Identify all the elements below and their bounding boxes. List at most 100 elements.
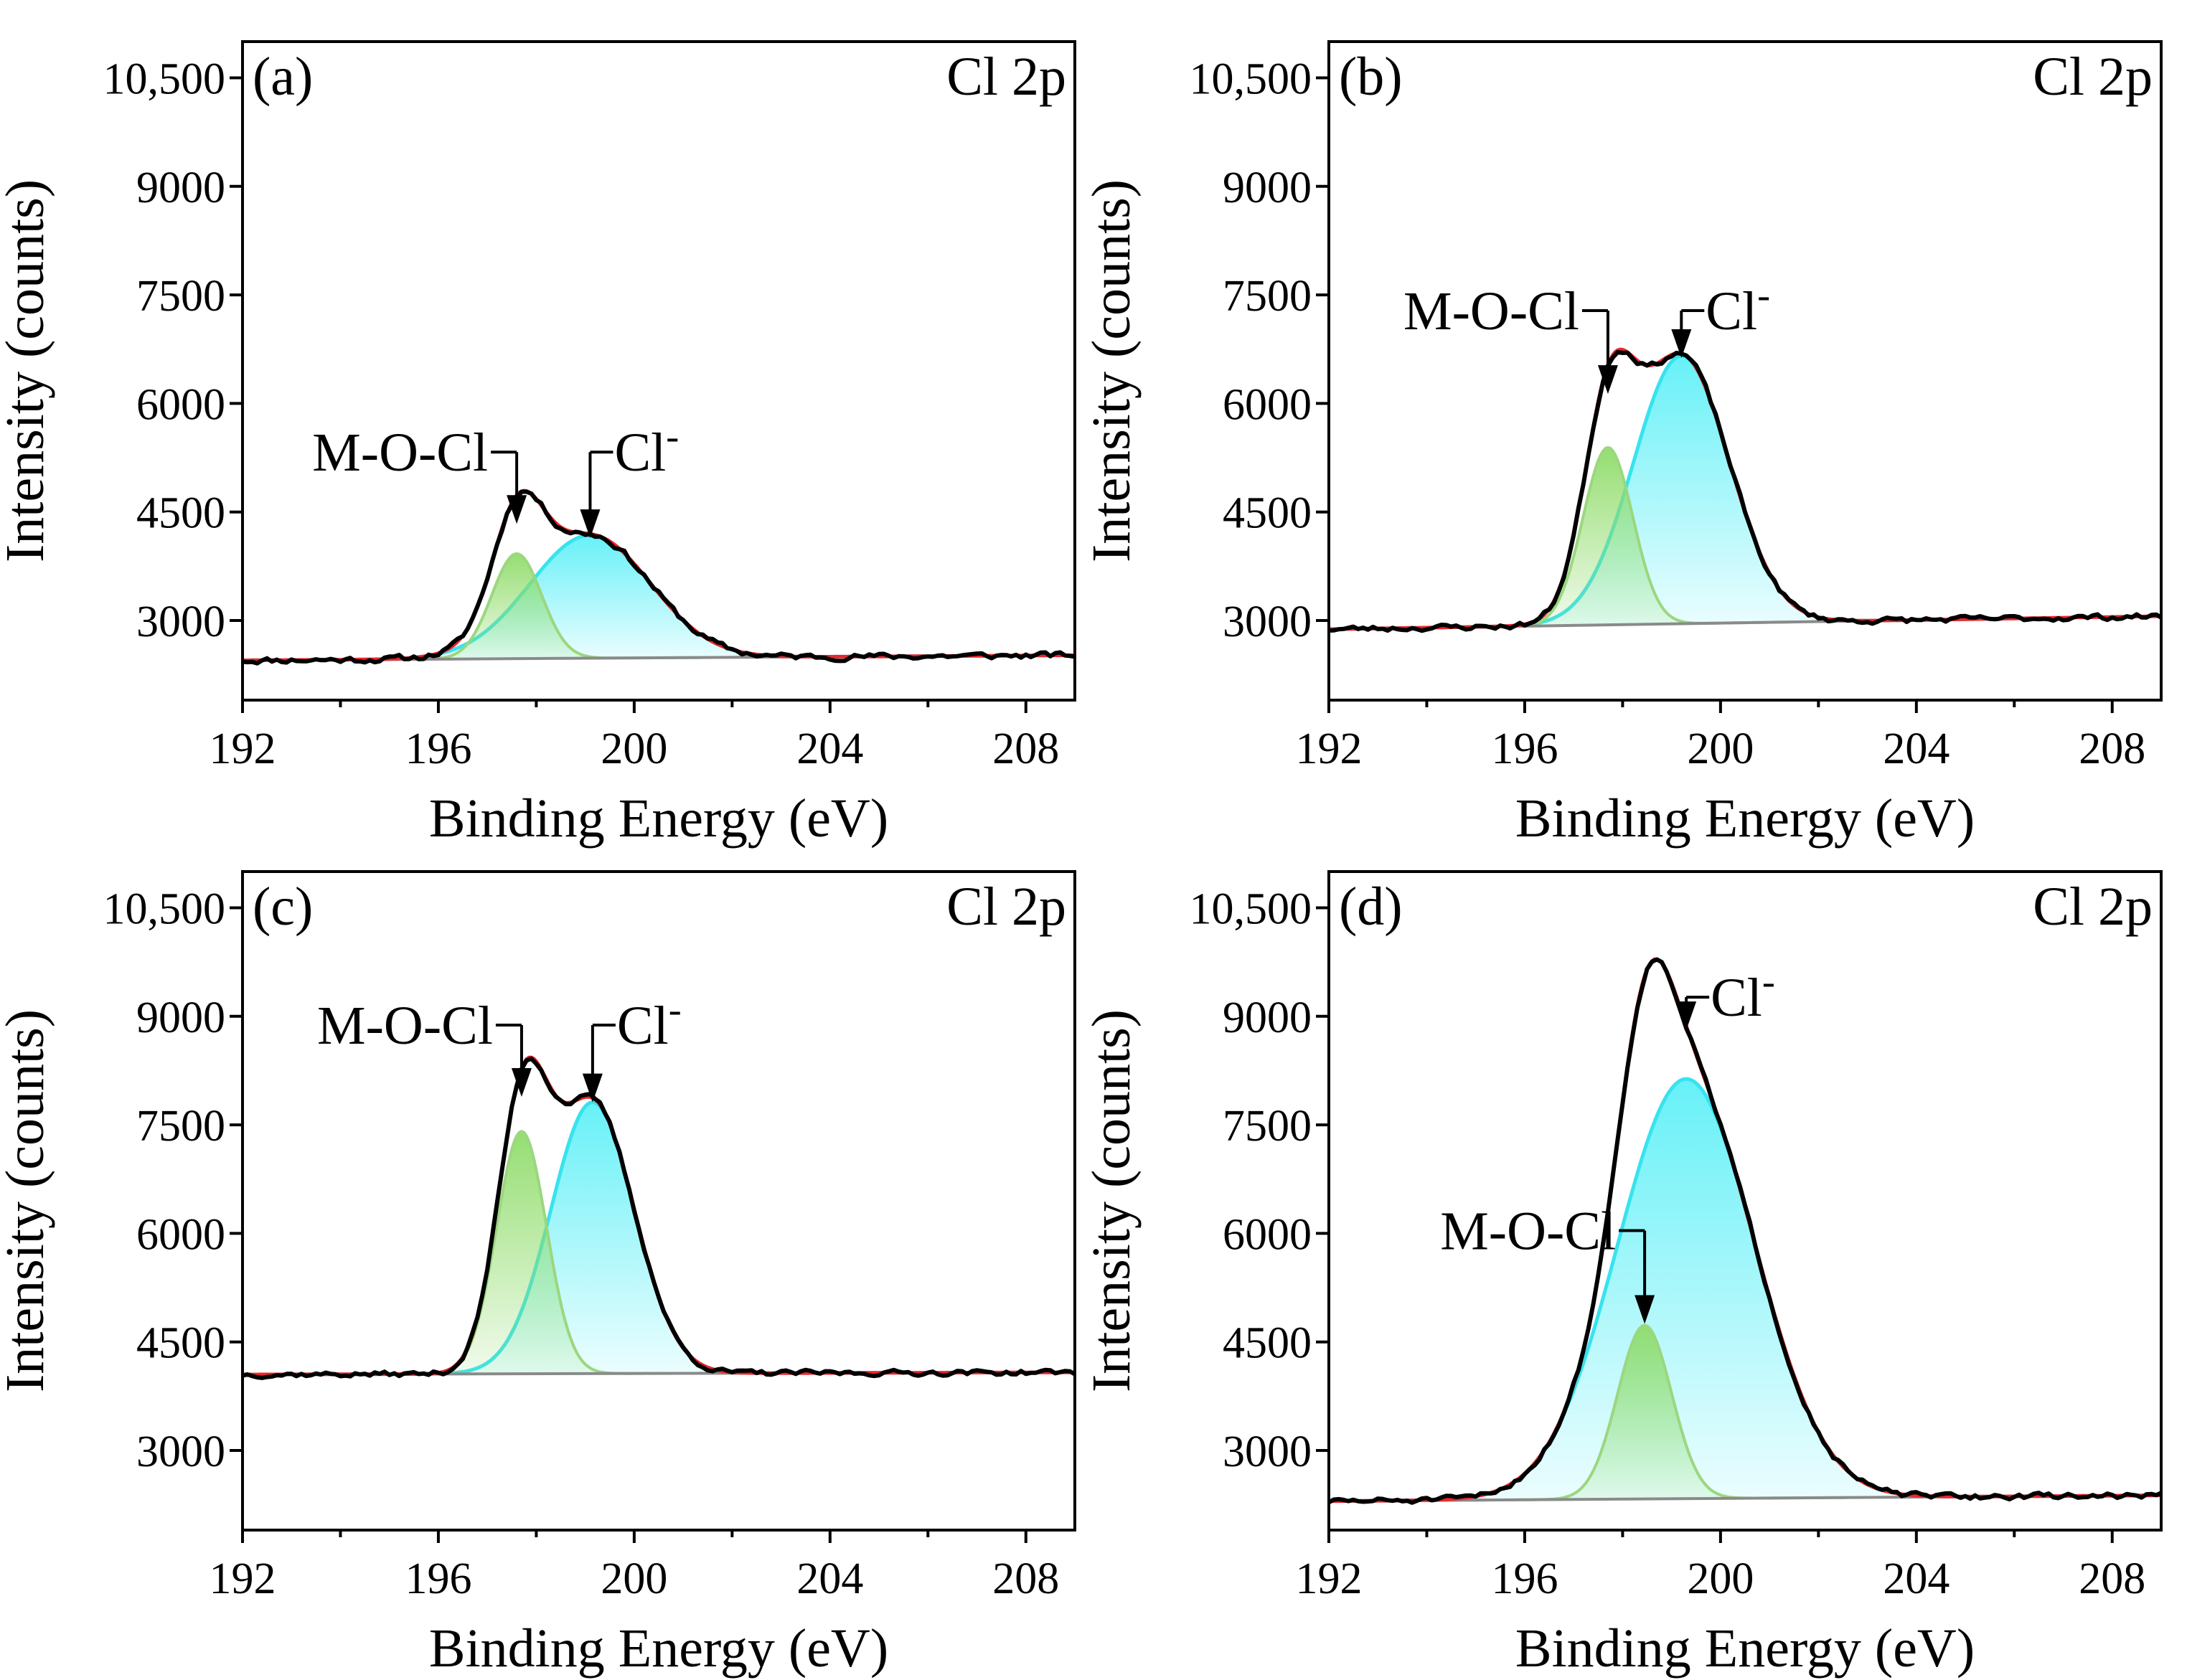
panel-b: 192 196 200 204 208 3000 4500 6000 7500 9000 10,50… [1081, 40, 2163, 849]
experimental-spectrum [243, 1056, 1075, 1380]
y-tick-label: 7500 [136, 272, 225, 321]
y-axis-label: Intensity (counts) [0, 1009, 55, 1392]
y-tick-label: 7500 [1223, 1102, 1312, 1151]
x-tick-label: 208 [992, 725, 1059, 773]
y-axis-label: Intensity (counts) [1081, 179, 1142, 562]
x-axis-label: Binding Energy (eV) [429, 788, 888, 849]
panel-d: 192 196 200 204 208 3000 4500 6000 7500 9000 10,50… [1081, 870, 2163, 1679]
cl-annotation: Cl- [580, 415, 679, 539]
plot-frame [1327, 40, 2163, 702]
x-tick-label: 196 [1491, 725, 1558, 773]
plot-area [243, 1055, 1075, 1380]
y-tick-label: 6000 [1223, 380, 1312, 429]
moc-annotation: M-O-Cl [1403, 281, 1618, 395]
x-tick-label: 200 [1687, 725, 1754, 773]
cl-annotation: Cl- [1676, 960, 1775, 1031]
arrow-icon [1635, 1295, 1655, 1324]
arrow-icon [1597, 365, 1618, 395]
x-tick-label: 192 [1296, 1554, 1363, 1603]
plot-frame [241, 870, 1076, 1532]
y-tick-label: 6000 [136, 380, 225, 429]
x-tick-label: 208 [2079, 1554, 2145, 1603]
annotation-label: Cl- [617, 988, 682, 1056]
annotation-label: M-O-Cl [1440, 1201, 1616, 1261]
y-tick-label: 9000 [1223, 164, 1312, 212]
x-tick-label: 204 [1883, 1554, 1950, 1603]
x-axis-label: Binding Energy (eV) [1515, 1618, 1975, 1679]
annotation-label: M-O-Cl [317, 996, 493, 1056]
annotation-label: Cl- [614, 415, 679, 483]
panel-c: 192 196 200 204 208 3000 4500 6000 7500 9000 10,50… [0, 870, 1076, 1679]
annotation-label: Cl- [1711, 960, 1775, 1028]
arrow-icon [511, 1068, 532, 1098]
x-tick-label: 196 [1491, 1554, 1558, 1603]
moc-peak-fill [330, 553, 703, 660]
arrow-icon [1671, 329, 1692, 358]
plot-frame [241, 40, 1076, 702]
moc-peak-fill [335, 1131, 708, 1374]
arrow-icon [507, 495, 527, 524]
cl-peak-fill [1329, 356, 2041, 630]
x-tick-label: 192 [1296, 725, 1363, 773]
y-tick-label: 7500 [136, 1102, 225, 1151]
panel-a: 192 196 200 204 208 3000 4500 6000 7500 9000 10,50… [0, 40, 1076, 849]
x-tick-label: 200 [1687, 1554, 1754, 1603]
y-tick-label: 7500 [1223, 272, 1312, 321]
cl-annotation: Cl- [1671, 273, 1770, 358]
annotation-label: M-O-Cl [312, 423, 488, 483]
y-tick-label: 9000 [136, 164, 225, 212]
moc-peak-fill [1421, 447, 1795, 628]
y-tick-label: 6000 [1223, 1210, 1312, 1259]
element-label: Cl 2p [2033, 877, 2153, 937]
y-tick-label: 4500 [1223, 489, 1312, 538]
x-tick-label: 204 [1883, 725, 1950, 773]
y-tick-label: 3000 [136, 1427, 225, 1476]
x-tick-label: 192 [210, 725, 276, 773]
plot-area [243, 489, 1075, 666]
moc-annotation: M-O-Cl [1440, 1201, 1655, 1324]
x-tick-label: 208 [992, 1554, 1059, 1603]
experimental-spectrum [243, 489, 1075, 666]
moc-peak-fill [1441, 1325, 1848, 1501]
y-tick-label: 9000 [136, 994, 225, 1042]
cl-peak-fill [279, 1102, 906, 1374]
y-axis-label: Intensity (counts) [0, 179, 55, 562]
panel-label: (d) [1339, 877, 1403, 937]
y-tick-label: 6000 [136, 1210, 225, 1259]
y-tick-label: 9000 [1223, 994, 1312, 1042]
plot-area [1329, 957, 2161, 1505]
x-tick-label: 192 [210, 1554, 276, 1603]
y-tick-label: 3000 [136, 598, 225, 646]
x-axis-label: Binding Energy (eV) [1515, 788, 1975, 849]
cl-annotation: Cl- [582, 988, 682, 1103]
y-tick-label: 4500 [136, 489, 225, 538]
plot-area [1329, 347, 2161, 633]
x-tick-label: 196 [405, 1554, 471, 1603]
y-tick-label: 4500 [136, 1319, 225, 1368]
moc-annotation: M-O-Cl [317, 996, 532, 1098]
element-label: Cl 2p [2033, 47, 2153, 107]
experimental-spectrum [1329, 957, 2161, 1505]
panel-label: (a) [253, 47, 313, 107]
y-tick-label: 3000 [1223, 1427, 1312, 1476]
panel-label: (c) [253, 877, 313, 937]
annotation-label: M-O-Cl [1403, 281, 1579, 341]
element-label: Cl 2p [946, 877, 1066, 937]
x-tick-label: 200 [601, 725, 667, 773]
arrow-icon [582, 1073, 603, 1103]
y-tick-label: 10,500 [103, 884, 226, 933]
x-tick-label: 208 [2079, 725, 2145, 773]
y-tick-label: 4500 [1223, 1319, 1312, 1368]
arrow-icon [1676, 1001, 1697, 1031]
moc-annotation: M-O-Cl [312, 423, 527, 524]
x-tick-label: 200 [601, 1554, 667, 1603]
experimental-spectrum [1329, 349, 2161, 633]
y-axis-label: Intensity (counts) [1081, 1009, 1142, 1392]
x-tick-label: 196 [405, 725, 471, 773]
panel-label: (b) [1339, 47, 1403, 107]
cl-peak-fill [1329, 1079, 2161, 1501]
plot-frame [1327, 870, 2163, 1532]
element-label: Cl 2p [946, 47, 1066, 107]
y-tick-label: 3000 [1223, 598, 1312, 646]
